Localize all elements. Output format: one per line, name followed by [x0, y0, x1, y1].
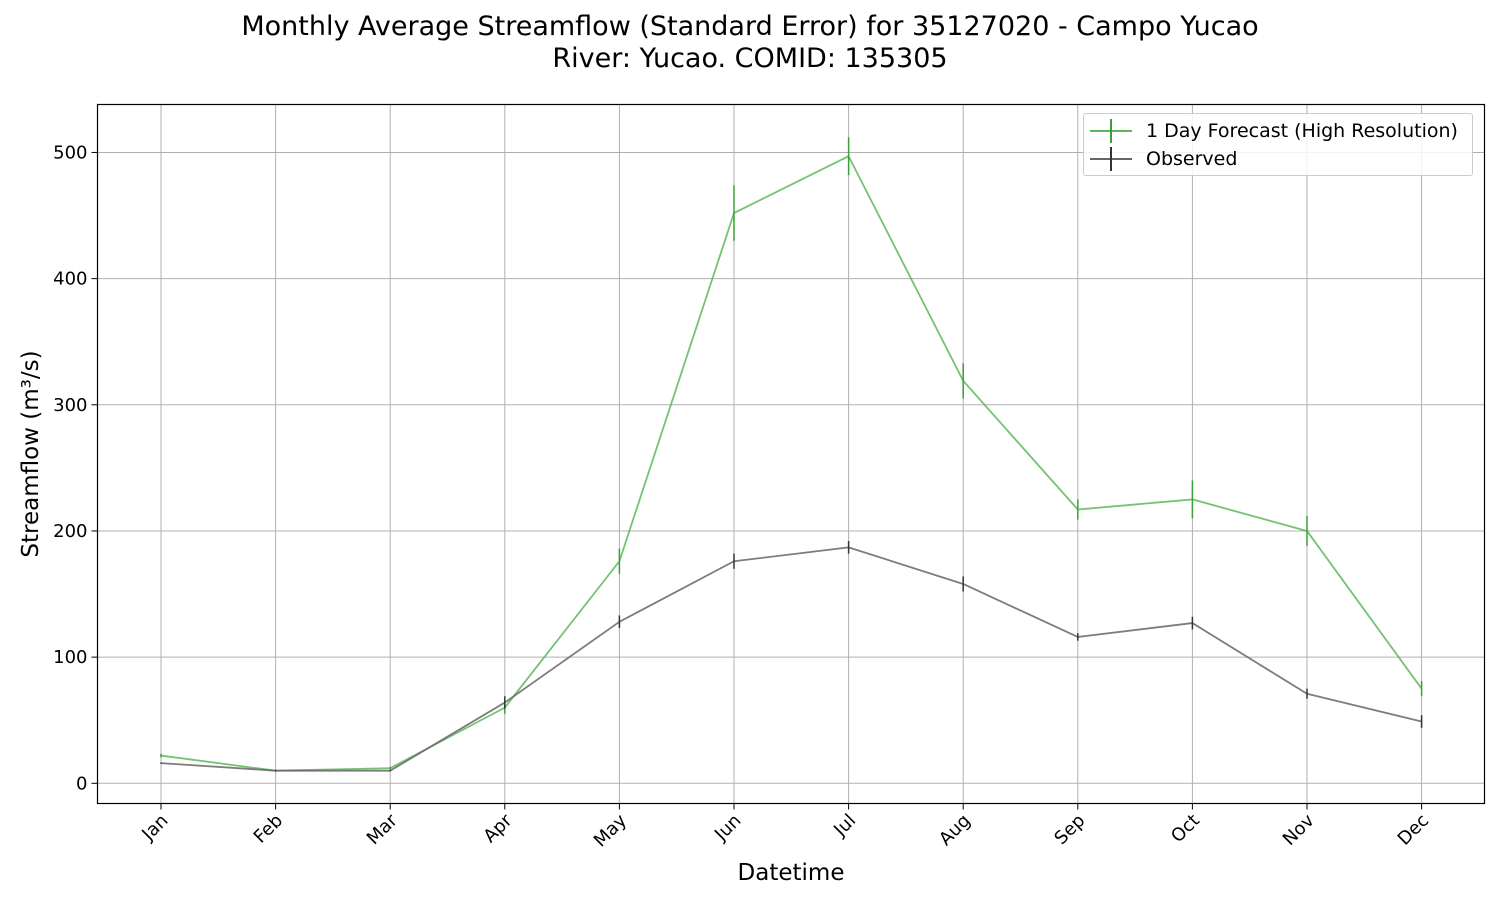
y-tick-label: 300	[53, 395, 87, 416]
series-line-forecast	[160, 155, 1423, 772]
y-tick-label: 500	[53, 142, 87, 163]
x-tick-label: Jul	[829, 810, 860, 841]
legend-swatch-forecast	[1090, 117, 1132, 145]
x-tick-label: Aug	[935, 810, 975, 850]
x-tick-label: Jun	[710, 810, 745, 845]
axis-ticks: Jan Feb Mar Apr May Jun Jul Aug Sep Oct Nov Dec 0 100…	[53, 142, 1433, 851]
x-tick-label: Nov	[1279, 810, 1319, 850]
y-axis-label: Streamflow (m³/s)	[18, 350, 44, 557]
x-tick-label: Sep	[1050, 810, 1089, 849]
x-tick-label: Oct	[1167, 810, 1204, 847]
y-tick-label: 400	[53, 269, 87, 290]
x-tick-label: Apr	[479, 810, 516, 847]
legend-item-forecast: 1 Day Forecast (High Resolution)	[1084, 117, 1472, 145]
legend-swatch-observed	[1090, 145, 1132, 173]
plot-frame	[96, 103, 1486, 805]
series-layer	[160, 137, 1423, 772]
x-tick-label: May	[590, 810, 631, 851]
y-tick-label: 0	[76, 773, 87, 794]
x-tick-label: Jan	[137, 810, 172, 845]
chart-subtitle: River: Yucao. COMID: 135305	[552, 43, 948, 74]
x-axis-label: Datetime	[738, 860, 845, 886]
y-tick-label: 200	[53, 521, 87, 542]
series-line-observed	[160, 546, 1422, 772]
legend: 1 Day Forecast (High Resolution) Observe…	[1083, 113, 1473, 176]
y-tick-label: 100	[53, 647, 87, 668]
x-tick-label: Mar	[363, 810, 402, 849]
x-tick-label: Feb	[250, 810, 287, 847]
x-tick-label: Dec	[1394, 810, 1433, 849]
legend-label-observed: Observed	[1146, 148, 1238, 170]
legend-label-forecast: 1 Day Forecast (High Resolution)	[1146, 120, 1458, 142]
chart-title: Monthly Average Streamflow (Standard Err…	[241, 11, 1259, 42]
grid	[97, 104, 1485, 804]
legend-item-observed: Observed	[1084, 145, 1472, 173]
